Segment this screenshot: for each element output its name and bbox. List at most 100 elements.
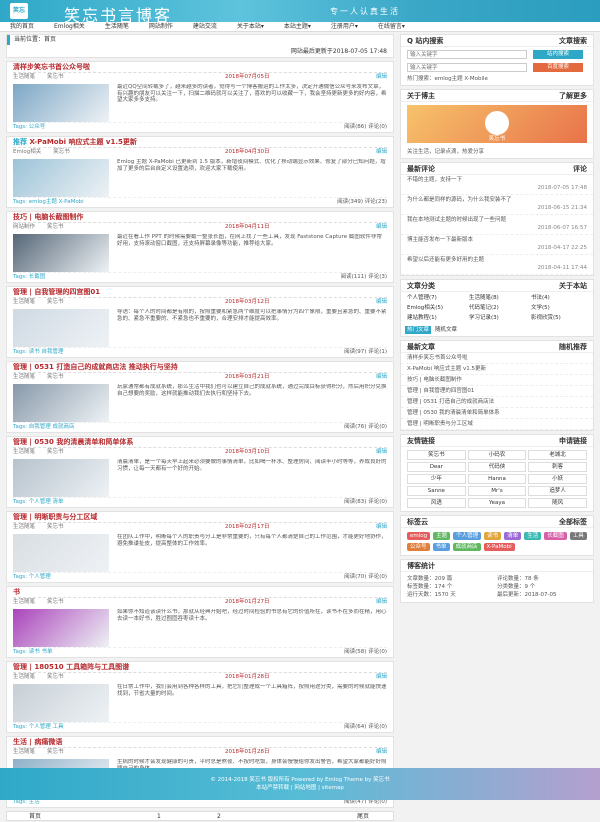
article-title-text[interactable]: 管理 | 0530 我的清晨清单和简单体系 <box>13 438 134 446</box>
tag-list[interactable]: Tags: 自我管理 成就商店 <box>13 424 75 430</box>
friend-link[interactable]: Sanne <box>407 486 466 496</box>
latest-article-link[interactable]: 技巧 | 电脑长截图制作 <box>401 375 593 386</box>
tag-link[interactable]: 书单 <box>432 543 450 551</box>
search-input[interactable] <box>407 50 527 59</box>
edit-link[interactable]: 编辑 <box>375 299 387 305</box>
article-author[interactable]: 笑忘书 <box>47 449 64 455</box>
edit-link[interactable]: 编辑 <box>375 74 387 80</box>
article-title-text[interactable]: 管理 | 0531 打造自己的成就商店法 推动执行与坚持 <box>13 363 178 371</box>
comment-item[interactable]: 希望以后还能有更多好用的主题 2018-04-11 17:44 <box>401 255 593 275</box>
article-title[interactable]: 技巧 | 电脑长截图制作 <box>13 212 387 223</box>
article-category[interactable]: 生活随笔 <box>13 74 36 80</box>
friend-link[interactable]: Yeaya <box>467 498 527 508</box>
latest-article-link[interactable]: 清样步笑忘书首公众号啦 <box>401 353 593 364</box>
site-logo[interactable]: 笑忘 <box>10 3 28 19</box>
edit-link[interactable]: 编辑 <box>375 449 387 455</box>
article-author[interactable]: 笑忘书 <box>53 149 70 155</box>
footer-links[interactable]: 本站严禁转载 | 网站地图 | sitemap <box>256 785 344 791</box>
tab-hot[interactable]: 热门文章 <box>405 326 432 334</box>
nav-item[interactable]: 在线留言▾ <box>377 23 405 30</box>
edit-link[interactable]: 编辑 <box>375 599 387 605</box>
article-thumbnail[interactable] <box>13 534 109 572</box>
article-category[interactable]: 生活随笔 <box>13 674 36 680</box>
article-author[interactable]: 笑忘书 <box>47 749 64 755</box>
friend-link[interactable]: 风语 <box>407 498 466 508</box>
friend-link[interactable]: Mr's <box>467 486 527 496</box>
widget-title-right[interactable]: 了解更多 <box>559 92 587 100</box>
article-author[interactable]: 笑忘书 <box>47 224 64 230</box>
article-category[interactable]: Emlog相关 <box>13 149 42 155</box>
article-title[interactable]: 管理 | 自我管理的四宫图01 <box>13 287 387 298</box>
tag-list[interactable]: Tags: 个人管理 清单 <box>13 499 64 505</box>
comment-item[interactable]: 为什么都是同样的源码，为什么我安装不了 2018-06-15 21:34 <box>401 195 593 215</box>
tag-link[interactable]: 长截图 <box>544 532 567 540</box>
tag-list[interactable]: Tags: 个人管理 工具 <box>13 724 64 730</box>
category-link[interactable]: 建站教程(1) <box>407 315 437 321</box>
widget-title-right[interactable]: 评论 <box>573 165 587 173</box>
widget-title-right[interactable]: 申请链接 <box>559 437 587 445</box>
tag-link[interactable]: 个人管理 <box>453 532 482 540</box>
article-title[interactable]: 书 <box>13 587 387 598</box>
nav-item[interactable]: 关于本站▾ <box>236 23 264 30</box>
article-category[interactable]: 生活随笔 <box>13 524 36 530</box>
baidu-search-button[interactable]: 百度搜索 <box>533 63 583 72</box>
latest-article-link[interactable]: 管理 | 0531 打造自己的成就商店法 <box>401 397 593 408</box>
nav-item[interactable]: 注册用户▾ <box>330 23 358 30</box>
article-title-text[interactable]: 书 <box>13 588 20 596</box>
comment-item[interactable]: 博主能否发布一下最新版本 2018-04-17 22:25 <box>401 235 593 255</box>
tag-link[interactable]: 清单 <box>504 532 522 540</box>
tag-link[interactable]: 读书 <box>484 532 502 540</box>
article-title-text[interactable]: 生活 | 病痛微语 <box>13 738 63 746</box>
site-search-button[interactable]: 站内搜索 <box>533 50 583 59</box>
friend-link[interactable]: 追梦人 <box>528 486 587 496</box>
friend-link[interactable]: 笑忘书 <box>407 450 466 460</box>
article-title[interactable]: 推荐 X-PaMobi 响应式主题 v1.5更新 <box>13 137 387 148</box>
edit-link[interactable]: 编辑 <box>375 674 387 680</box>
tag-link[interactable]: X-PaMobi <box>483 543 515 551</box>
tag-list[interactable]: Tags: emlog主题 X-PaMobi <box>13 199 84 205</box>
site-name[interactable]: 笑忘书言博客 <box>64 6 173 25</box>
friend-link[interactable]: 老城北 <box>528 450 587 460</box>
article-category[interactable]: 生活随笔 <box>13 749 36 755</box>
article-category[interactable]: 生活随笔 <box>13 449 36 455</box>
article-title[interactable]: 生活 | 病痛微语 <box>13 737 387 748</box>
article-title-text[interactable]: 技巧 | 电脑长截图制作 <box>13 213 84 221</box>
article-thumbnail[interactable] <box>13 609 109 647</box>
category-link[interactable]: 影视欣赏(5) <box>531 315 561 321</box>
tab-random[interactable]: 随机文章 <box>435 327 458 333</box>
latest-article-link[interactable]: 管理 | 明晰职责与分工区域 <box>401 419 593 430</box>
friend-link[interactable]: Hanna <box>467 474 527 484</box>
widget-title-right[interactable]: 随机推荐 <box>559 343 587 351</box>
article-title[interactable]: 管理 | 0530 我的清晨清单和简单体系 <box>13 437 387 448</box>
article-title-text[interactable]: 管理 | 明晰职责与分工区域 <box>13 513 98 521</box>
category-link[interactable]: 文学(5) <box>531 305 550 311</box>
article-title[interactable]: 管理 | 180510 工具箱阵与工具图谱 <box>13 662 387 673</box>
article-title-text[interactable]: 清样步笑忘书首公众号啦 <box>13 63 90 71</box>
tag-link[interactable]: 生活 <box>524 532 542 540</box>
article-category[interactable]: 生活随笔 <box>13 374 36 380</box>
article-author[interactable]: 笑忘书 <box>47 674 64 680</box>
tag-list[interactable]: Tags: 个人管理 <box>13 574 51 580</box>
tag-list[interactable]: Tags: 读书 书单 <box>13 649 53 655</box>
article-thumbnail[interactable] <box>13 684 109 722</box>
edit-link[interactable]: 编辑 <box>375 224 387 230</box>
article-title[interactable]: 管理 | 明晰职责与分工区域 <box>13 512 387 523</box>
pager-page-1[interactable]: 1 <box>157 813 161 820</box>
category-link[interactable]: 学习记录(3) <box>469 315 499 321</box>
tag-link[interactable]: 成就商店 <box>452 543 481 551</box>
edit-link[interactable]: 编辑 <box>375 374 387 380</box>
friend-link[interactable]: 随风 <box>528 498 587 508</box>
widget-title-right[interactable]: 全部标签 <box>559 518 587 526</box>
edit-link[interactable]: 编辑 <box>375 149 387 155</box>
friend-link[interactable]: 小码农 <box>467 450 527 460</box>
article-title-text[interactable]: 管理 | 自我管理的四宫图01 <box>13 288 101 296</box>
nav-item[interactable]: 生活随笔 <box>104 23 129 30</box>
baidu-search-input[interactable] <box>407 63 527 72</box>
nav-item[interactable]: 网站制作 <box>148 23 173 30</box>
friend-link[interactable]: Dear <box>407 462 466 472</box>
article-title[interactable]: 清样步笑忘书首公众号啦 <box>13 62 387 73</box>
article-category[interactable]: 生活随笔 <box>13 599 36 605</box>
tag-list[interactable]: Tags: 长截图 <box>13 274 46 280</box>
article-title[interactable]: 管理 | 0531 打造自己的成就商店法 推动执行与坚持 <box>13 362 387 373</box>
article-thumbnail[interactable] <box>13 159 109 197</box>
